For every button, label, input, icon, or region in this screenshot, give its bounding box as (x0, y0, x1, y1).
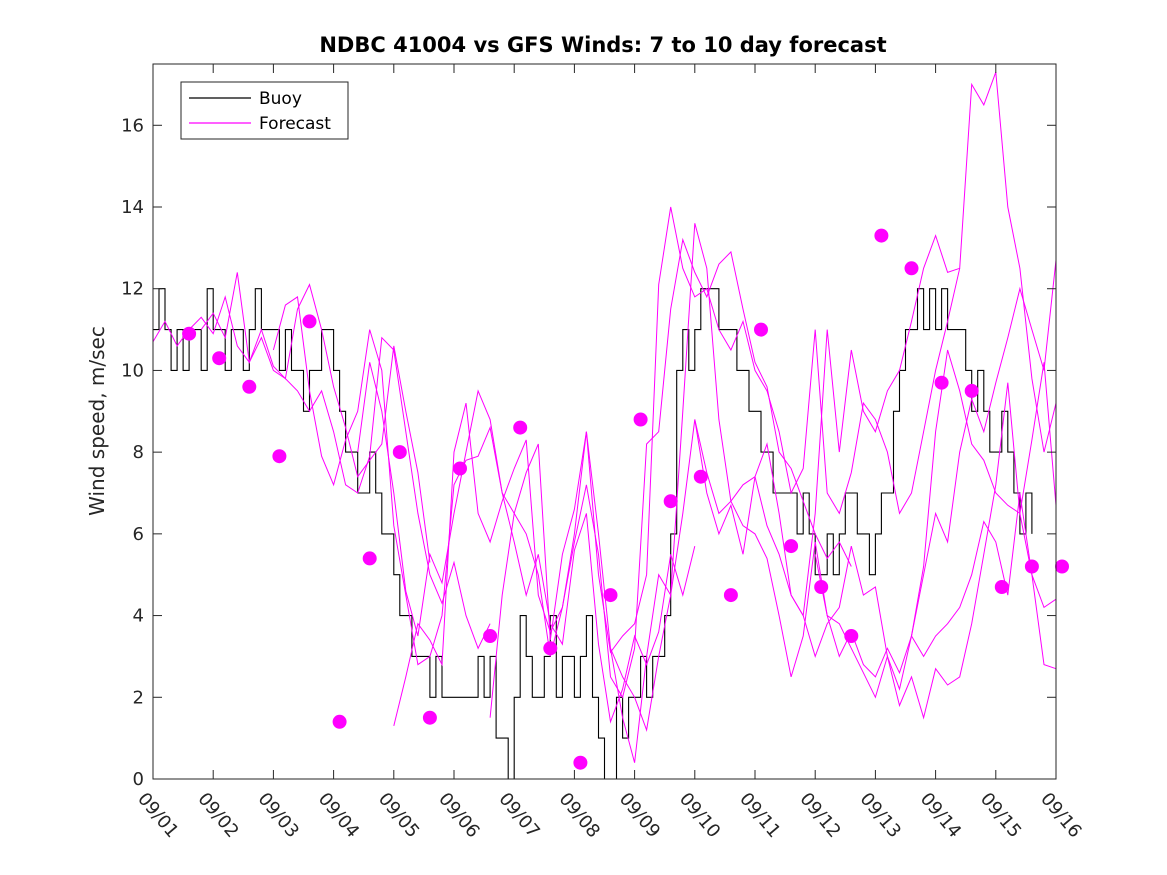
x-tick-label: 09/09 (615, 789, 664, 842)
forecast-marker (182, 326, 197, 341)
forecast-marker (693, 469, 708, 484)
forecast-marker (422, 710, 437, 725)
x-tick-label: 09/11 (735, 789, 784, 842)
x-tick-label: 09/08 (555, 789, 604, 842)
forecast-marker (392, 445, 407, 460)
forecast-marker (302, 314, 317, 329)
x-tick-label: 09/07 (494, 789, 543, 842)
forecast-marker (934, 375, 949, 390)
forecast-series-line-7 (610, 260, 1057, 732)
y-tick-label: 0 (133, 769, 144, 790)
forecast-marker (603, 588, 618, 603)
forecast-marker (904, 261, 919, 276)
forecast-series-line-8 (694, 382, 1057, 720)
y-tick-label: 16 (121, 115, 144, 136)
forecast-marker (242, 379, 257, 394)
forecast-series-line-6 (489, 72, 1057, 763)
plot-frame (152, 63, 1057, 780)
y-tick-label: 12 (121, 279, 144, 300)
y-axis-label: Wind speed, m/sec (85, 326, 109, 516)
forecast-marker (212, 351, 227, 366)
y-tick-label: 14 (121, 197, 144, 218)
x-tick-label: 09/06 (434, 789, 483, 842)
marker-group (182, 228, 1069, 770)
y-tick-label: 2 (133, 687, 144, 708)
x-tick-label: 09/14 (916, 789, 965, 842)
forecast-marker (874, 228, 889, 243)
forecast-marker (272, 449, 287, 464)
forecast-series-line-9 (814, 492, 1057, 678)
legend-label-buoy: Buoy (259, 89, 302, 109)
forecast-marker (784, 539, 799, 554)
legend-box (180, 81, 349, 140)
forecast-marker (633, 412, 648, 427)
forecast-marker (754, 322, 768, 337)
forecast-marker (663, 494, 678, 509)
x-tick-label: 09/16 (1036, 789, 1085, 842)
forecast-marker (1024, 559, 1039, 574)
x-tick-label: 09/13 (856, 789, 905, 842)
x-tick-label: 09/04 (314, 789, 363, 842)
forecast-marker (332, 714, 347, 729)
forecast-series-line-10 (911, 349, 1057, 637)
buoy-series-line (153, 288, 1033, 780)
y-ticks: 0 2 4 6 8 10 12 14 16 (121, 115, 1056, 790)
forecast-marker (453, 461, 467, 476)
legend-label-forecast: Forecast (259, 114, 331, 134)
chart-title: NDBC 41004 vs GFS Winds: 7 to 10 day for… (319, 33, 886, 57)
forecast-marker (994, 580, 1009, 594)
y-tick-label: 8 (133, 442, 144, 463)
forecast-series-line-5 (393, 206, 961, 727)
legend: Buoy Forecast (180, 81, 349, 140)
x-tick-label: 09/01 (133, 789, 182, 842)
x-tick-label: 09/03 (254, 789, 303, 842)
x-tick-label: 09/05 (374, 789, 423, 842)
forecast-marker (483, 629, 498, 643)
plot-area (152, 63, 1069, 780)
x-tick-label: 09/10 (675, 789, 724, 842)
plot-background (153, 64, 1056, 779)
forecast-marker (543, 641, 558, 656)
forecast-marker (362, 551, 377, 566)
forecast-marker (723, 588, 738, 603)
forecast-marker (964, 383, 979, 398)
y-tick-label: 6 (133, 524, 144, 545)
forecast-series-line-2 (200, 272, 491, 650)
y-tick-label: 10 (121, 360, 144, 381)
forecast-marker (814, 580, 829, 594)
x-tick-label: 09/15 (976, 789, 1025, 842)
forecast-marker (1055, 559, 1069, 574)
forecast-marker (573, 755, 588, 770)
series-group (152, 72, 1057, 780)
x-tick-label: 09/12 (795, 789, 844, 842)
x-tick-label: 09/02 (193, 789, 242, 842)
y-tick-label: 4 (133, 606, 144, 627)
forecast-marker (844, 629, 859, 643)
forecast-marker (513, 420, 528, 435)
